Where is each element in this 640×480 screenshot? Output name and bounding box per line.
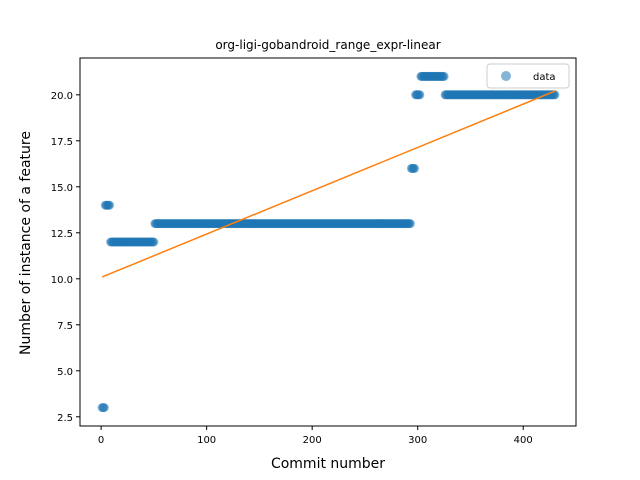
data-point xyxy=(415,90,425,100)
legend-marker-data xyxy=(501,71,511,81)
x-tick-label: 100 xyxy=(197,435,216,446)
y-tick-label: 10.0 xyxy=(51,275,73,286)
x-axis-title: Commit number xyxy=(271,456,385,472)
x-tick-label: 400 xyxy=(514,435,533,446)
data-point xyxy=(105,200,115,210)
y-tick-label: 17.5 xyxy=(51,137,73,148)
x-tick-label: 200 xyxy=(303,435,322,446)
legend-box xyxy=(486,63,570,89)
fit-line xyxy=(101,90,556,278)
x-tick-label: 0 xyxy=(98,435,104,446)
x-tick-label: 300 xyxy=(408,435,427,446)
data-point xyxy=(149,237,159,247)
y-tick-label: 2.5 xyxy=(57,413,73,424)
y-tick-label: 5.0 xyxy=(57,367,73,378)
data-point xyxy=(410,163,420,173)
legend-label-data: data xyxy=(533,72,556,83)
y-tick-label: 15.0 xyxy=(51,183,73,194)
data-point xyxy=(99,403,109,413)
scatter-points xyxy=(97,71,560,413)
plot-frame xyxy=(79,57,577,427)
y-tick-label: 7.5 xyxy=(57,321,73,332)
chart-title: org-ligi-gobandroid_range_expr-linear xyxy=(215,38,440,52)
data-point xyxy=(439,71,449,81)
axes: 0 100 200 300 400 2.5 5.0 7.5 10.0 12.5 15.0 17.5 20… xyxy=(51,57,577,446)
data-point xyxy=(405,219,415,229)
y-tick-label: 20.0 xyxy=(51,91,73,102)
y-tick-label: 12.5 xyxy=(51,229,73,240)
fit-line-layer xyxy=(101,90,556,278)
y-axis-title: Number of instance of a feature xyxy=(18,131,34,355)
legend: data xyxy=(486,63,570,89)
